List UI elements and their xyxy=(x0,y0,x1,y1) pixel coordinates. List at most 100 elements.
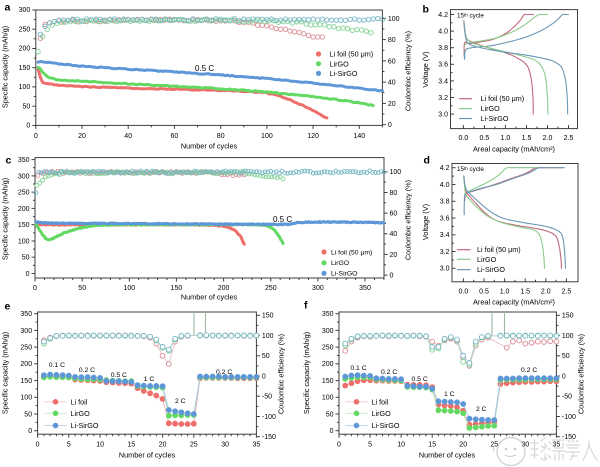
svg-text:30: 30 xyxy=(521,442,529,449)
svg-text:300: 300 xyxy=(20,328,32,335)
svg-text:Li-SirGO: Li-SirGO xyxy=(372,421,400,430)
svg-text:250: 250 xyxy=(20,345,32,352)
svg-text:200: 200 xyxy=(19,46,31,53)
svg-text:0.5 C: 0.5 C xyxy=(273,215,292,224)
svg-text:-100: -100 xyxy=(262,414,276,421)
svg-text:35: 35 xyxy=(253,442,261,449)
svg-text:0.2 C: 0.2 C xyxy=(521,367,537,374)
svg-text:4.2: 4.2 xyxy=(440,165,450,172)
svg-text:c: c xyxy=(6,155,12,167)
svg-text:Li foil (50 μm): Li foil (50 μm) xyxy=(330,50,374,59)
svg-text:-50: -50 xyxy=(562,394,572,401)
svg-text:60: 60 xyxy=(390,211,398,218)
svg-text:f: f xyxy=(304,300,308,312)
svg-text:50: 50 xyxy=(262,353,270,360)
svg-text:4.2: 4.2 xyxy=(438,12,448,19)
svg-text:Specific capacity (mAh/g): Specific capacity (mAh/g) xyxy=(1,332,10,414)
svg-text:50: 50 xyxy=(78,285,86,292)
svg-text:b: b xyxy=(423,4,429,16)
svg-text:150: 150 xyxy=(19,65,31,72)
svg-text:3.2: 3.2 xyxy=(438,95,448,102)
svg-text:15th cycle: 15th cycle xyxy=(457,12,484,20)
svg-text:Li-SirGO: Li-SirGO xyxy=(330,69,358,78)
svg-text:Coulombic efficiency (%): Coulombic efficiency (%) xyxy=(404,180,413,260)
svg-text:0.5 C: 0.5 C xyxy=(111,372,127,379)
svg-text:1.5: 1.5 xyxy=(522,135,532,142)
svg-text:LirGO: LirGO xyxy=(481,104,501,113)
svg-text:0.5: 0.5 xyxy=(480,135,490,142)
svg-text:3.0: 3.0 xyxy=(440,266,450,273)
svg-text:0: 0 xyxy=(28,428,32,435)
svg-text:100: 100 xyxy=(18,238,30,245)
svg-text:5: 5 xyxy=(368,442,372,449)
svg-text:Number of cycles: Number of cycles xyxy=(181,293,238,302)
svg-text:100: 100 xyxy=(388,16,400,23)
svg-text:Li foil: Li foil xyxy=(71,397,88,406)
svg-text:1 C: 1 C xyxy=(144,376,155,383)
svg-text:Specific capacity (mAh/g): Specific capacity (mAh/g) xyxy=(1,178,10,260)
svg-text:140: 140 xyxy=(353,133,365,140)
svg-text:0: 0 xyxy=(34,133,38,140)
svg-text:300: 300 xyxy=(19,7,31,14)
svg-text:0: 0 xyxy=(337,442,341,449)
svg-text:Coulombic efficiency (%): Coulombic efficiency (%) xyxy=(404,31,413,111)
svg-text:Li foil (50 μm): Li foil (50 μm) xyxy=(481,94,525,103)
svg-text:350: 350 xyxy=(20,311,32,318)
svg-text:15: 15 xyxy=(428,442,436,449)
svg-text:0.5 C: 0.5 C xyxy=(195,64,214,73)
svg-text:350: 350 xyxy=(359,285,371,292)
svg-text:2 C: 2 C xyxy=(476,406,487,413)
svg-text:100: 100 xyxy=(390,169,402,176)
svg-text:Number of cycles: Number of cycles xyxy=(181,142,238,151)
svg-text:200: 200 xyxy=(20,361,32,368)
svg-text:150: 150 xyxy=(262,313,274,320)
svg-text:0: 0 xyxy=(330,428,334,435)
svg-text:0: 0 xyxy=(390,273,394,280)
svg-text:Coulombic efficiency (%): Coulombic efficiency (%) xyxy=(277,334,286,414)
svg-text:0: 0 xyxy=(262,373,266,380)
svg-text:a: a xyxy=(5,2,11,14)
svg-text:150: 150 xyxy=(20,378,32,385)
svg-text:250: 250 xyxy=(18,190,30,197)
svg-text:150: 150 xyxy=(562,313,574,320)
svg-text:300: 300 xyxy=(312,285,324,292)
svg-text:3.8: 3.8 xyxy=(438,45,448,52)
svg-text:100: 100 xyxy=(562,333,574,340)
svg-text:0.0: 0.0 xyxy=(459,135,469,142)
svg-text:0.5: 0.5 xyxy=(479,288,489,295)
svg-text:0.2 C: 0.2 C xyxy=(216,369,232,376)
svg-text:20: 20 xyxy=(388,101,396,108)
svg-text:Li foil (50 μm): Li foil (50 μm) xyxy=(477,245,521,254)
svg-text:Number of cycles: Number of cycles xyxy=(419,451,476,460)
svg-text:25: 25 xyxy=(490,442,498,449)
svg-text:30: 30 xyxy=(221,442,229,449)
svg-text:Li-SirGO: Li-SirGO xyxy=(477,265,505,274)
svg-text:3.0: 3.0 xyxy=(438,112,448,119)
svg-text:0: 0 xyxy=(562,373,566,380)
svg-text:50: 50 xyxy=(23,103,31,110)
svg-text:0.2 C: 0.2 C xyxy=(381,369,397,376)
svg-text:350: 350 xyxy=(322,311,334,318)
svg-text:-150: -150 xyxy=(562,434,576,441)
svg-text:15: 15 xyxy=(127,442,135,449)
svg-text:2.5: 2.5 xyxy=(564,135,574,142)
svg-text:Li-SirGO: Li-SirGO xyxy=(331,271,357,278)
svg-text:2 C: 2 C xyxy=(175,398,186,405)
svg-text:Number of cycles: Number of cycles xyxy=(119,451,176,460)
svg-text:50: 50 xyxy=(326,411,334,418)
svg-text:3.4: 3.4 xyxy=(438,78,448,85)
svg-text:0.0: 0.0 xyxy=(459,288,469,295)
svg-text:200: 200 xyxy=(322,361,334,368)
svg-text:LirGO: LirGO xyxy=(372,409,392,418)
svg-text:Voltage (V): Voltage (V) xyxy=(421,204,430,240)
svg-text:15th cycle: 15th cycle xyxy=(457,166,484,174)
svg-text:40: 40 xyxy=(388,80,396,87)
svg-text:10: 10 xyxy=(96,442,104,449)
svg-text:150: 150 xyxy=(322,378,334,385)
svg-text:20: 20 xyxy=(390,252,398,259)
svg-text:LirGO: LirGO xyxy=(331,260,349,267)
svg-text:0.5 C: 0.5 C xyxy=(412,376,428,383)
svg-text:120: 120 xyxy=(307,133,319,140)
svg-text:2.0: 2.0 xyxy=(541,288,551,295)
svg-text:10: 10 xyxy=(397,442,405,449)
